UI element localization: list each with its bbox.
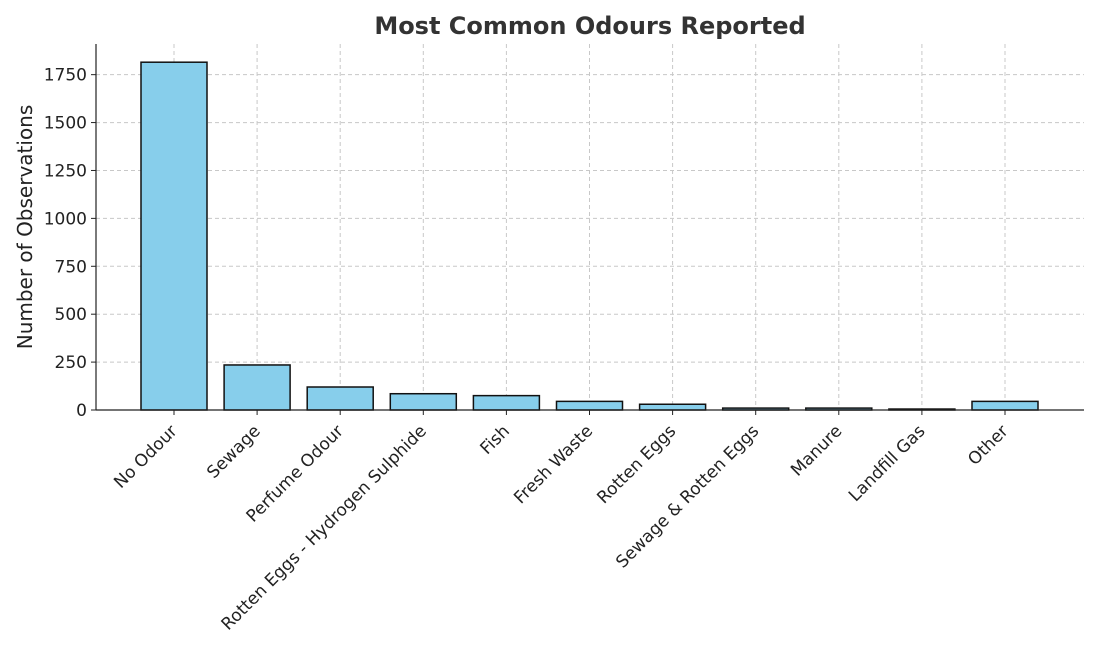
x-tick-label: Sewage: [203, 421, 264, 482]
y-tick-label: 750: [55, 257, 87, 277]
bar-sewage: [223, 364, 291, 411]
bar-fresh-waste: [555, 400, 624, 411]
y-tick-label: 0: [76, 401, 87, 421]
y-tick-label: 1250: [44, 161, 87, 181]
y-tick-labels: 0 250 500 750 1000 1250 1500 1750: [44, 66, 96, 421]
y-tick-label: 500: [55, 305, 87, 325]
bar-rotten-eggs: [638, 403, 707, 411]
y-tick-label: 250: [55, 353, 87, 373]
y-tick-label: 1750: [44, 66, 87, 86]
x-tick-label: Other: [964, 421, 1012, 469]
bar-rotten-eggs-hydrogen-sulphide: [389, 392, 458, 411]
x-tick-label: Rotten Eggs: [593, 421, 680, 508]
bar-other: [971, 400, 1039, 411]
x-tick-label: Fish: [477, 421, 514, 458]
bar-fish: [472, 394, 541, 411]
y-tick-label: 1500: [44, 114, 87, 134]
bars-layer: [140, 61, 1039, 411]
x-tick-label: Sewage & Rotten Eggs: [612, 421, 763, 572]
x-tick-label: No Odour: [110, 421, 181, 492]
x-tick-label: Fresh Waste: [510, 421, 597, 508]
chart-title: Most Common Odours Reported: [374, 12, 805, 40]
bar-perfume-odour: [306, 386, 374, 411]
grid-layer: [96, 44, 1084, 411]
y-tick-label: 1000: [44, 209, 87, 229]
bar-no-odour: [140, 61, 208, 411]
x-tick-label: Landfill Gas: [845, 421, 930, 506]
y-axis-label: Number of Observations: [13, 105, 37, 350]
x-tick-label: Manure: [787, 421, 846, 480]
